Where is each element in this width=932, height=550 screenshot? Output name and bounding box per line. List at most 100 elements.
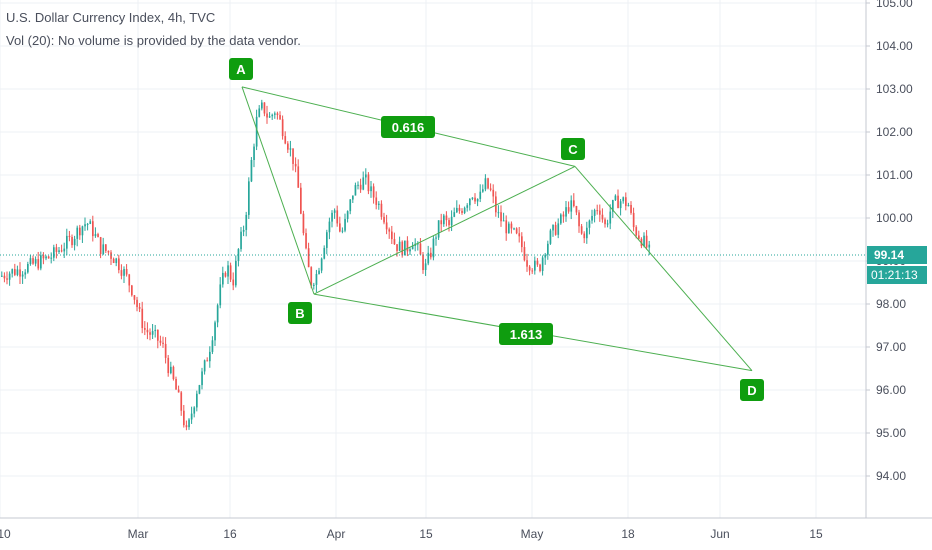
price-tick-label: 103.00 (876, 82, 913, 96)
harmonic-pattern[interactable]: A B C D 0.616 1.613 (229, 58, 764, 401)
candle-body (89, 221, 92, 224)
candle-body (146, 329, 149, 333)
candle-body (409, 249, 411, 252)
pattern-point-b[interactable]: B (288, 302, 312, 324)
candle-body (193, 407, 196, 414)
time-axis[interactable]: 10 Mar 16 Apr 15 May 18 Jun 15 (0, 527, 823, 541)
candle-body (539, 264, 541, 271)
candle-body (209, 351, 211, 362)
pattern-point-d[interactable]: D (740, 379, 764, 401)
candle-body (406, 240, 409, 252)
candle-body (645, 235, 648, 248)
candle-body (331, 212, 333, 222)
candle-body (19, 269, 21, 277)
candle-body (318, 270, 320, 274)
candle-body (583, 233, 586, 239)
candle-body (432, 238, 435, 258)
pattern-point-a[interactable]: A (229, 58, 253, 80)
candle-body (34, 259, 37, 264)
candle-body (248, 181, 250, 215)
pattern-point-label: A (236, 62, 246, 77)
candle-body (344, 218, 346, 231)
candle-body (71, 236, 73, 246)
volume-note: Vol (20): No volume is provided by the d… (6, 33, 301, 48)
leg-ab (241, 86, 315, 295)
leg-cd (574, 166, 753, 371)
candle-body (500, 212, 502, 222)
candle-body (557, 223, 560, 235)
candle-body (437, 220, 440, 238)
candle-body (471, 197, 474, 199)
price-tick-label: 100.00 (876, 211, 913, 225)
candle-body (201, 371, 203, 386)
candle-body (50, 257, 53, 259)
candle-body (638, 235, 640, 239)
time-label: 15 (419, 527, 433, 541)
candle-body (66, 235, 68, 249)
candle-body (339, 223, 341, 232)
candle-body (354, 185, 357, 196)
candle-body (458, 207, 461, 211)
candle-body (313, 284, 315, 286)
time-label: 18 (621, 527, 635, 541)
candle-body (617, 195, 619, 209)
price-tick-label: 102.00 (876, 125, 913, 139)
candle-body (235, 260, 237, 286)
candle-body (190, 413, 193, 420)
candle-body (385, 222, 388, 230)
candle-body (612, 200, 614, 212)
candle-body (214, 322, 216, 341)
time-label: Jun (710, 527, 729, 541)
candle-body (53, 247, 55, 258)
candle-body (575, 206, 578, 213)
candle-body (635, 227, 638, 236)
time-label: 10 (0, 527, 11, 541)
candle-body (45, 256, 47, 259)
candle-body (315, 273, 318, 285)
candle-body (3, 275, 6, 279)
candle-body (297, 166, 300, 188)
candle-body (419, 243, 422, 255)
candle-body (625, 197, 627, 207)
candle-body (24, 272, 27, 275)
candle-body (383, 216, 385, 223)
price-tick-label: 101.00 (876, 168, 913, 182)
candle-body (159, 340, 162, 343)
candle-body (562, 214, 565, 217)
pattern-point-c[interactable]: C (561, 138, 585, 160)
candle-body (375, 197, 378, 205)
candle-body (287, 143, 289, 150)
candle-body (21, 274, 24, 277)
candle-body (599, 210, 601, 215)
candle-body (630, 204, 632, 213)
candle-body (505, 220, 508, 234)
candle-body (320, 258, 323, 271)
candle-body (580, 226, 583, 234)
candle-body (58, 250, 60, 252)
candle-body (378, 203, 380, 205)
candle-body (162, 342, 164, 344)
candle-body (118, 258, 120, 271)
price-tick-label: 96.00 (876, 383, 906, 397)
candle-body (547, 243, 549, 255)
candle-body (333, 210, 336, 213)
pattern-point-label: D (747, 383, 756, 398)
candle-body (84, 224, 86, 227)
candle-body (586, 227, 588, 239)
candle-body (115, 258, 118, 264)
price-tick-label: 98.00 (876, 297, 906, 311)
candle-body (466, 205, 469, 208)
candle-body (341, 230, 344, 232)
candle-body (430, 252, 432, 258)
candle-body (183, 410, 185, 426)
candle-body (359, 184, 362, 190)
candle-body (219, 284, 222, 306)
candle-body (531, 270, 534, 272)
candle-body (521, 236, 523, 248)
candle-body (536, 260, 539, 265)
candle-body (253, 146, 255, 161)
candle-body (177, 389, 180, 393)
current-price-value: 99.14 (874, 248, 904, 262)
candle-body (526, 260, 528, 267)
